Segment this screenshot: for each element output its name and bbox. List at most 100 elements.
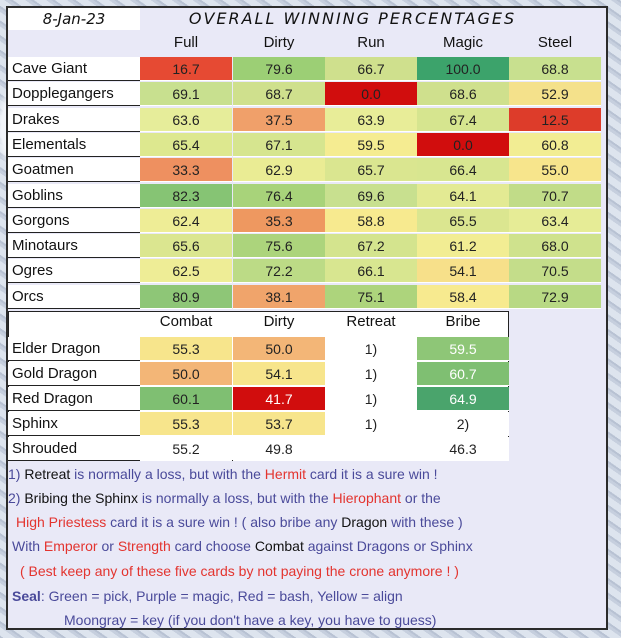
row-label: Elementals bbox=[8, 132, 140, 157]
note-bribe: 2) Bribing the Sphinx is normally a loss… bbox=[8, 486, 603, 510]
column-header: Dirty bbox=[263, 34, 295, 51]
value-cell: 60.8 bbox=[509, 132, 601, 157]
value-cell: 54.1 bbox=[417, 259, 509, 284]
row-label: Goatmen bbox=[8, 158, 140, 183]
value-cell: 16.7 bbox=[140, 57, 232, 81]
note-seal: Seal: Green = pick, Purple = magic, Red … bbox=[12, 584, 607, 608]
row-label: Gorgons bbox=[8, 208, 140, 233]
value-cell: 79.6 bbox=[233, 57, 325, 81]
note-marker: 2) bbox=[8, 490, 25, 506]
row-label: Orcs bbox=[8, 284, 140, 309]
value-cell: 50.0 bbox=[140, 362, 232, 386]
value-cell: 33.3 bbox=[140, 158, 232, 183]
note-text: or bbox=[97, 538, 118, 554]
card-name: Hierophant bbox=[332, 490, 402, 506]
note-text: is normally a loss, but with the bbox=[70, 466, 265, 482]
value-cell: 61.2 bbox=[417, 234, 509, 259]
row-label: Elder Dragon bbox=[8, 337, 140, 361]
value-cell: 58.8 bbox=[325, 208, 417, 233]
column-header: Combat bbox=[159, 313, 213, 330]
note-text: card choose bbox=[170, 538, 255, 554]
note-keyword: Bribing the Sphinx bbox=[24, 490, 138, 506]
value-cell: 1) bbox=[325, 412, 417, 436]
row-label: Cave Giant bbox=[8, 57, 140, 81]
value-cell: 68.0 bbox=[509, 234, 601, 259]
note-bribe-continued: High Priestess card it is a sure win ! (… bbox=[16, 510, 611, 534]
value-cell: 100.0 bbox=[417, 57, 509, 81]
value-cell bbox=[325, 437, 417, 461]
value-cell: 64.1 bbox=[417, 183, 509, 208]
value-cell: 68.6 bbox=[417, 82, 509, 107]
value-cell: 82.3 bbox=[140, 183, 232, 208]
value-cell: 55.0 bbox=[509, 158, 601, 183]
value-cell: 70.5 bbox=[509, 259, 601, 284]
note-keyword: Dragon bbox=[341, 514, 388, 530]
row-label: Gold Dragon bbox=[8, 362, 140, 386]
value-cell: 67.1 bbox=[233, 132, 325, 157]
column-header: Dirty bbox=[263, 313, 295, 330]
value-cell: 75.1 bbox=[325, 284, 417, 309]
value-cell: 0.0 bbox=[325, 82, 417, 107]
value-cell: 59.5 bbox=[325, 132, 417, 157]
note-moongray: Moongray = key (if you don't have a key,… bbox=[64, 612, 437, 628]
value-cell: 55.2 bbox=[140, 437, 232, 461]
value-cell: 67.2 bbox=[325, 234, 417, 259]
column-header: Run bbox=[357, 34, 385, 51]
row-label: Drakes bbox=[8, 107, 140, 132]
note-retreat: 1) Retreat is normally a loss, but with … bbox=[8, 462, 603, 486]
value-cell: 72.2 bbox=[233, 259, 325, 284]
value-cell: 66.7 bbox=[325, 57, 417, 81]
note-text: is normally a loss, but with the bbox=[137, 490, 333, 506]
note-keyword: Retreat bbox=[24, 466, 71, 482]
value-cell: 1) bbox=[325, 362, 417, 386]
note-advice: ( Best keep any of these five cards by n… bbox=[20, 563, 459, 579]
dragon-table-frame bbox=[8, 311, 509, 461]
value-cell: 65.4 bbox=[140, 132, 232, 157]
row-label: Ogres bbox=[8, 259, 140, 284]
value-cell: 50.0 bbox=[233, 337, 325, 361]
column-header: Bribe bbox=[445, 313, 481, 330]
page-title: OVERALL WINNING PERCENTAGES bbox=[188, 9, 517, 28]
value-cell: 60.1 bbox=[140, 387, 232, 411]
note-text: with these ) bbox=[387, 514, 463, 530]
card-name: Emperor bbox=[43, 538, 98, 554]
value-cell: 52.9 bbox=[509, 82, 601, 107]
value-cell: 63.4 bbox=[509, 208, 601, 233]
note-marker: 1) bbox=[8, 466, 25, 482]
value-cell: 0.0 bbox=[417, 132, 509, 157]
note-keyword: Combat bbox=[254, 538, 304, 554]
card-name: Strength bbox=[117, 538, 171, 554]
value-cell: 64.9 bbox=[417, 387, 509, 411]
card-name: High Priestess bbox=[16, 514, 107, 530]
value-cell: 70.7 bbox=[509, 183, 601, 208]
column-header: Retreat bbox=[346, 313, 396, 330]
value-cell: 80.9 bbox=[140, 284, 232, 309]
value-cell: 67.4 bbox=[417, 107, 509, 132]
value-cell: 60.7 bbox=[417, 362, 509, 386]
value-cell: 59.5 bbox=[417, 337, 509, 361]
value-cell: 63.6 bbox=[140, 107, 232, 132]
value-cell: 12.5 bbox=[509, 107, 601, 132]
value-cell: 65.5 bbox=[417, 208, 509, 233]
note-text: card it is a sure win ! bbox=[306, 466, 438, 482]
note-text: or the bbox=[401, 490, 441, 506]
value-cell: 69.1 bbox=[140, 82, 232, 107]
value-cell: 68.8 bbox=[509, 57, 601, 81]
note-combat: With Emperor or Strength card choose Com… bbox=[12, 534, 607, 558]
note-text: card it is a sure win ! ( also bribe any bbox=[106, 514, 342, 530]
value-cell: 72.9 bbox=[509, 284, 601, 309]
value-cell: 69.6 bbox=[325, 183, 417, 208]
column-header: Full bbox=[173, 34, 199, 51]
row-label: Shrouded bbox=[8, 437, 140, 461]
value-cell: 68.7 bbox=[233, 82, 325, 107]
value-cell: 37.5 bbox=[233, 107, 325, 132]
value-cell: 65.7 bbox=[325, 158, 417, 183]
row-label: Sphinx bbox=[8, 412, 140, 436]
column-header: Magic bbox=[442, 34, 483, 51]
note-text: : Green = pick, Purple = magic, Red = ba… bbox=[40, 588, 403, 604]
note-keyword: Seal bbox=[12, 588, 41, 604]
value-cell: 2) bbox=[417, 412, 509, 436]
note-text: With bbox=[12, 538, 44, 554]
value-cell: 1) bbox=[325, 387, 417, 411]
row-label: Dopplegangers bbox=[8, 82, 140, 107]
